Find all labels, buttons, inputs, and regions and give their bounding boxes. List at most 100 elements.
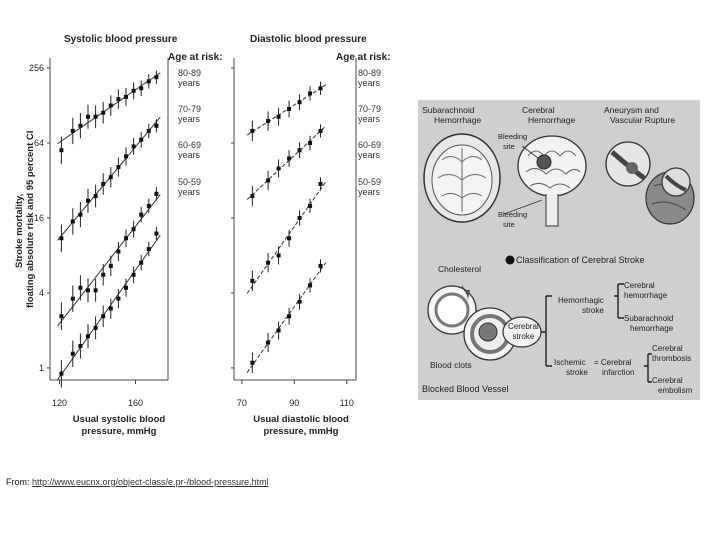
data-point	[86, 334, 90, 339]
data-point	[139, 137, 144, 142]
data-point	[297, 148, 302, 153]
classification-diagram	[502, 255, 652, 383]
data-point	[308, 283, 313, 288]
data-point	[59, 148, 64, 153]
data-point	[101, 110, 106, 115]
data-point	[124, 94, 128, 99]
data-point	[59, 236, 64, 241]
label-classification: Classification of Cerebral Stroke	[516, 255, 645, 265]
y-tick-label: 16	[34, 213, 44, 223]
y-tick-label: 1	[39, 363, 44, 373]
data-point	[93, 114, 98, 119]
label-cerebral-infarction: = Cerebral infarction	[594, 358, 635, 377]
dia-age-label-80-89: 80-89 years	[358, 68, 382, 88]
data-point	[124, 285, 128, 290]
label-subarachnoid: Subarachnoid Hemorrhage	[422, 105, 482, 125]
label-cholesterol: Cholesterol	[438, 264, 481, 274]
x-axis-label-line-2: pressure, mmHg	[263, 426, 339, 437]
blocked-vessel-illustration	[427, 285, 517, 361]
data-point	[146, 247, 151, 252]
data-point	[250, 194, 255, 199]
data-point	[86, 288, 90, 293]
source-prefix: From:	[6, 477, 32, 487]
data-point	[108, 306, 113, 311]
data-point	[308, 203, 313, 208]
data-point	[131, 227, 136, 232]
data-point	[266, 340, 271, 345]
data-point	[70, 351, 75, 356]
data-point	[276, 328, 281, 333]
x-tick-label: 160	[128, 398, 143, 408]
data-point	[131, 272, 136, 277]
data-point	[124, 154, 128, 159]
label-blocked-vessel: Blocked Blood Vessel	[422, 384, 509, 394]
sys-age-label-50-59: 50-59 years	[178, 177, 202, 197]
data-point	[93, 325, 98, 330]
data-point	[250, 360, 255, 365]
data-point	[78, 343, 83, 348]
data-point	[287, 314, 292, 319]
data-point	[131, 88, 136, 93]
stroke-classification-illustration: Subarachnoid Hemorrhage Cerebral Hemorrhag…	[418, 100, 700, 400]
data-point	[154, 75, 159, 80]
data-point	[266, 178, 271, 183]
data-point	[86, 198, 90, 203]
label-blood-clots: Blood clots	[430, 360, 472, 370]
data-point	[59, 314, 64, 319]
systolic-legend-title: Age at risk:	[168, 52, 223, 63]
diastolic-x-axis-label: Usual diastolic blood pressure, mmHg	[246, 414, 356, 438]
label-cerebral-thrombosis: Cerebral thrombosis	[652, 344, 692, 363]
label-aneurysm: Aneurysm and Vascular Rupture	[604, 105, 676, 125]
label-ischemic-stroke: Ischemic stroke	[554, 358, 588, 377]
data-point	[297, 100, 302, 105]
data-point	[318, 128, 323, 133]
data-point	[93, 288, 98, 293]
data-point	[59, 371, 64, 376]
data-point	[70, 219, 75, 224]
label-cerebral-embolism: Cerebral embolism	[652, 376, 693, 395]
label-subarachnoid-hemorrhage-type: Subarachnoid hemorrhage	[624, 314, 674, 333]
data-point	[101, 314, 106, 319]
data-point	[266, 260, 271, 265]
series-1-fit-line	[246, 125, 327, 200]
systolic-chart-title: Systolic blood pressure	[64, 34, 178, 45]
data-point	[116, 249, 121, 254]
data-point	[116, 165, 121, 170]
sys-age-label-80-89: 80-89 years	[178, 68, 202, 88]
x-axis-label-line-1: Usual diastolic blood	[253, 414, 349, 425]
data-point	[287, 156, 292, 161]
label-bleeding-site-2: Bleeding site	[498, 210, 528, 229]
data-point	[70, 296, 75, 301]
data-point	[154, 231, 159, 236]
data-point	[318, 263, 323, 268]
series-0-fit-line	[246, 84, 327, 136]
data-point	[276, 166, 281, 171]
data-point	[266, 119, 271, 124]
source-citation: From: http://www.eucnx.org/object-class/…	[6, 477, 269, 487]
sys-age-label-70-79: 70-79 years	[178, 104, 202, 124]
data-point	[146, 128, 151, 133]
data-point	[250, 278, 255, 283]
series-2-fit-line	[246, 181, 327, 294]
data-point	[124, 236, 128, 241]
label-cerebral-hemorrhage: Cerebral Hemorrhage	[522, 105, 576, 125]
source-link[interactable]: http://www.eucnx.org/object-class/e.pr-/…	[32, 477, 269, 487]
data-point	[297, 299, 302, 304]
data-point	[108, 263, 113, 268]
data-point	[308, 91, 313, 96]
skull-illustration	[423, 133, 501, 223]
data-point	[276, 114, 281, 119]
x-axis-label-line-1: Usual systolic blood	[72, 414, 166, 425]
illustration-drawing	[423, 133, 695, 383]
data-point	[70, 128, 75, 133]
dia-age-label-60-69: 60-69 years	[358, 140, 382, 160]
x-tick-label: 90	[289, 398, 299, 408]
series-3-fit-line	[246, 262, 327, 373]
y-tick-label: 256	[29, 63, 44, 73]
data-point	[78, 285, 83, 290]
data-point	[78, 123, 83, 128]
systolic-x-axis-label: Usual systolic blood pressure, mmHg	[64, 414, 174, 438]
dia-age-label-70-79: 70-79 years	[358, 104, 382, 124]
data-point	[86, 114, 90, 119]
data-point	[287, 236, 292, 241]
